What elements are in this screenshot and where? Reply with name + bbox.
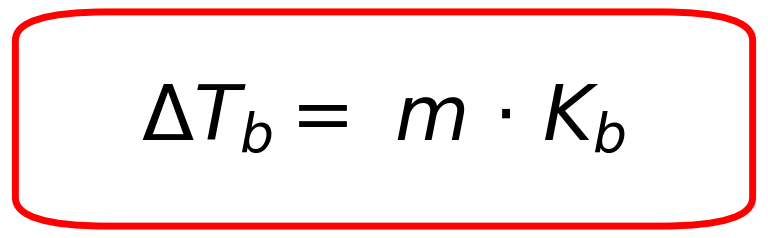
FancyBboxPatch shape [15, 12, 753, 226]
Text: $\boldsymbol{\mathit{\Delta T_b{=}\ m\ {\cdot}\ K_b}}$: $\boldsymbol{\mathit{\Delta T_b{=}\ m\ {… [141, 82, 627, 156]
